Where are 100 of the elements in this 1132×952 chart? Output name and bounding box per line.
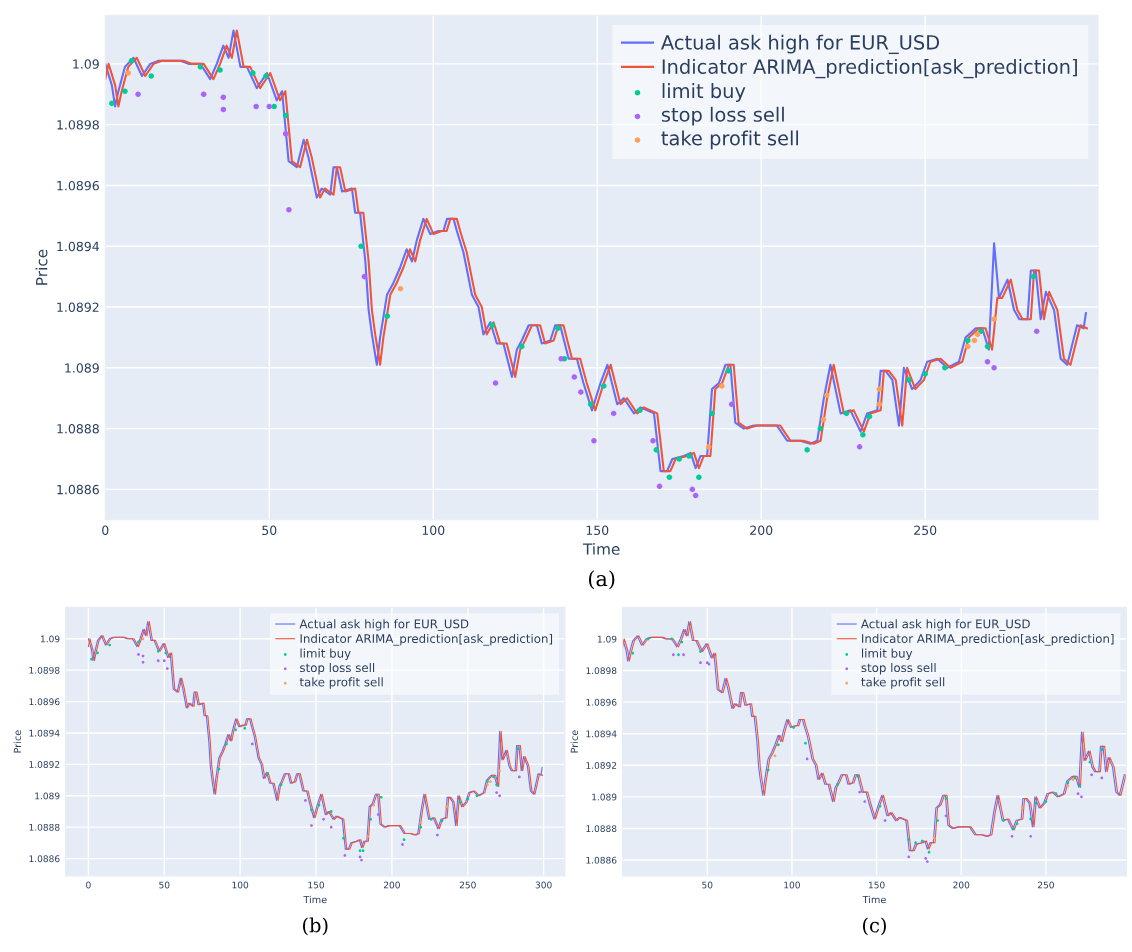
point (379, 795, 383, 799)
x-tick-label: 150 (308, 881, 325, 889)
point (401, 843, 404, 846)
point (304, 799, 307, 802)
point (1010, 834, 1014, 838)
y-tick-label: 1.09 (73, 59, 99, 69)
point (329, 810, 333, 813)
y-tick-label: 1.089 (65, 363, 99, 373)
point (907, 838, 911, 841)
point (836, 782, 840, 786)
point (858, 790, 862, 794)
y-tick-label: 1.0896 (57, 180, 99, 191)
point (709, 410, 715, 417)
point (109, 100, 115, 107)
legend-label: limit buy (300, 648, 351, 661)
point (1030, 273, 1037, 280)
point (495, 783, 498, 787)
y-tick-label: 1.09 (597, 635, 617, 643)
point (991, 365, 997, 371)
point (402, 838, 406, 842)
point (817, 425, 824, 432)
point (672, 653, 675, 657)
point (776, 743, 780, 747)
point (141, 660, 145, 664)
point (728, 401, 735, 408)
point (571, 374, 578, 380)
y-tick-label: 1.089 (35, 792, 60, 800)
point (863, 800, 867, 804)
point (601, 383, 607, 389)
x-tick-label: 100 (422, 525, 445, 536)
point (991, 316, 997, 322)
x-tick-label: 200 (383, 881, 400, 889)
point (1034, 801, 1038, 805)
point (696, 474, 702, 481)
point (343, 854, 347, 857)
point (705, 444, 712, 450)
legend-label: Indicator ARIMA_prediction[ask_prediction] (662, 58, 1077, 79)
point (1002, 819, 1005, 822)
x-tick-label: 50 (159, 881, 170, 889)
y-tick-label: 1.0894 (29, 729, 60, 737)
point (922, 371, 928, 377)
legend-label: stop loss sell (661, 106, 784, 126)
point (1054, 792, 1058, 796)
point (924, 857, 928, 860)
point (725, 368, 732, 374)
point (610, 410, 617, 417)
x-tick-label: 0 (102, 525, 109, 536)
legend-label: take profit sell (299, 677, 383, 689)
point (925, 860, 929, 864)
legend-label: take profit sell (861, 677, 945, 689)
x-tick-label: 150 (586, 525, 609, 536)
x-tick-label: 50 (702, 881, 713, 889)
x-tick-label: 50 (262, 525, 277, 536)
point (682, 653, 685, 657)
point (670, 637, 674, 641)
point (965, 337, 971, 344)
point (1029, 834, 1033, 838)
text: (b) (302, 917, 328, 936)
point (489, 322, 496, 329)
point (978, 328, 984, 335)
point (666, 474, 673, 481)
point (942, 365, 948, 371)
y-tick-label: 1.089 (592, 793, 617, 801)
point (286, 206, 292, 213)
point (860, 431, 866, 438)
x-tick-label: 250 (459, 881, 476, 889)
point (282, 112, 289, 119)
x-tick-label: 250 (1037, 881, 1054, 889)
point (1100, 748, 1104, 751)
point (792, 726, 796, 729)
point (271, 103, 277, 110)
point (341, 836, 345, 840)
y-tick-label: 1.0888 (586, 825, 617, 833)
point (677, 653, 680, 657)
point (128, 58, 135, 64)
text: (a) (588, 570, 615, 590)
y-tick-label: 1.0888 (29, 823, 60, 831)
x-axis-title: Time (303, 895, 327, 904)
point (843, 410, 850, 417)
point (141, 637, 145, 641)
point (358, 243, 364, 250)
point (310, 808, 313, 812)
legend-label: stop loss sell (300, 662, 375, 675)
point (856, 774, 860, 778)
point (866, 413, 873, 420)
point (135, 91, 141, 98)
y-axis-title: Price (35, 249, 48, 285)
point (1012, 827, 1016, 830)
point (1078, 784, 1082, 788)
point (591, 437, 597, 444)
point (804, 741, 807, 745)
x-tick-label: 250 (914, 525, 937, 536)
point (1029, 817, 1033, 821)
point (358, 849, 362, 853)
point (384, 313, 391, 319)
x-tick-label: 100 (784, 881, 800, 889)
point (361, 273, 368, 280)
point (876, 401, 883, 408)
point (856, 444, 863, 450)
point (699, 661, 702, 665)
